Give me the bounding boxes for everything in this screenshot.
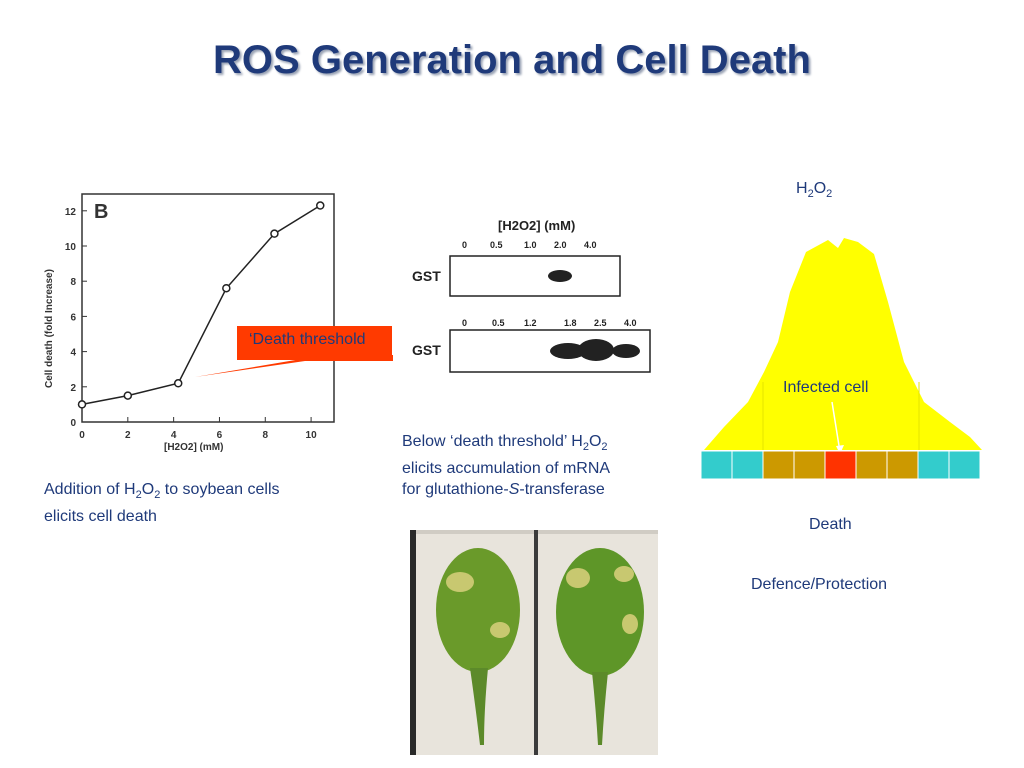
data-point: [316, 201, 325, 210]
data-point: [270, 229, 279, 238]
x-tick-label: 4: [171, 430, 177, 441]
chart-series: [77, 201, 325, 409]
death-label: Death: [809, 516, 852, 533]
chart-y-axis-label: Cell death (fold Increase): [44, 269, 55, 388]
blot-row1-band: [548, 270, 572, 282]
chart-plot-frame: [81, 193, 335, 423]
x-tick-label: 0: [79, 430, 85, 441]
blot-row2-bands: [550, 339, 640, 361]
defence-protection-label: Defence/Protection: [751, 576, 888, 593]
y-tick-label: 8: [70, 277, 76, 288]
cell-block: [948, 450, 981, 480]
infected-cell-label: Infected cell: [783, 379, 868, 396]
svg-text:0: 0: [462, 240, 467, 250]
leaf-left: [436, 548, 520, 745]
cell-block: [917, 450, 950, 480]
svg-text:2.0: 2.0: [554, 240, 567, 250]
blot-row1-concentrations: 0 0.5 1.0 2.0 4.0: [462, 240, 597, 250]
gst-blot: [H2O2] (mM) 0 0.5 1.0 2.0 4.0 GST 0 0.5 …: [412, 218, 651, 373]
y-tick-label: 2: [70, 383, 76, 394]
cell-death-chart: B 0 2 4 6 8 10 12 0 2 4 6 8 10 Cell death (fold Incr…: [38, 188, 358, 453]
svg-text:0.5: 0.5: [490, 240, 503, 250]
h2o2-concentration-curve: [704, 238, 982, 450]
cell-block: [886, 450, 919, 480]
leaf-photo: [410, 530, 658, 755]
chart-caption: Addition of H2O2 to soybean cells elicit…: [44, 481, 280, 526]
svg-text:0: 0: [462, 318, 467, 328]
series-line: [81, 204, 321, 406]
blot-header: [H2O2] (mM): [498, 218, 575, 233]
y-tick-label: 12: [65, 207, 77, 218]
cell-block: [762, 450, 795, 480]
slide-title: ROS Generation and Cell Death: [213, 38, 811, 82]
blot-row1-frame: [449, 255, 621, 297]
chart-ticks: 0 2 4 6 8 10 12 0 2 4 6 8 10: [65, 207, 317, 441]
threshold-pointer: [195, 355, 393, 377]
x-tick-label: 2: [125, 430, 131, 441]
blot-row1-label: GST: [412, 268, 441, 284]
svg-text:0.5: 0.5: [492, 318, 505, 328]
x-tick-label: 8: [262, 430, 268, 441]
chart-x-axis-label: [H2O2] (mM): [164, 442, 223, 453]
svg-text:1.2: 1.2: [524, 318, 537, 328]
svg-text:4.0: 4.0: [584, 240, 597, 250]
blot-caption: Below ‘death threshold’ H2O2 elicits acc…: [402, 433, 611, 499]
y-tick-label: 10: [65, 242, 77, 253]
blot-row2-label: GST: [412, 342, 441, 358]
svg-text:1.0: 1.0: [524, 240, 537, 250]
cell-block: [824, 450, 857, 480]
svg-text:4.0: 4.0: [624, 318, 637, 328]
svg-text:2.5: 2.5: [594, 318, 607, 328]
curve-dividers: [762, 382, 920, 450]
chart-panel-label: B: [94, 201, 108, 223]
cell-block: [700, 450, 733, 480]
blot-row2-concentrations: 0 0.5 1.2 1.8 2.5 4.0: [462, 318, 637, 328]
cell-row: [700, 450, 981, 480]
chart-axes: [81, 193, 335, 423]
diagram-h2o2-label: H2O2: [796, 180, 833, 201]
death-threshold-callout: ‘Death threshold: [237, 326, 392, 360]
svg-text:1.8: 1.8: [564, 318, 577, 328]
x-tick-label: 10: [306, 430, 318, 441]
x-tick-label: 6: [217, 430, 223, 441]
cell-block: [731, 450, 764, 480]
leaf-right: [556, 548, 644, 745]
data-point: [77, 400, 87, 409]
y-tick-label: 6: [70, 312, 76, 323]
y-tick-label: 4: [70, 348, 76, 359]
infected-cell-arrow: [831, 401, 841, 453]
data-point: [123, 391, 133, 400]
h2o2-gradient-diagram: Infected cell: [700, 238, 982, 480]
cell-block: [855, 450, 888, 480]
data-point: [173, 379, 183, 388]
data-point: [222, 283, 231, 293]
y-tick-label: 0: [70, 418, 76, 429]
cell-block: [793, 450, 826, 480]
